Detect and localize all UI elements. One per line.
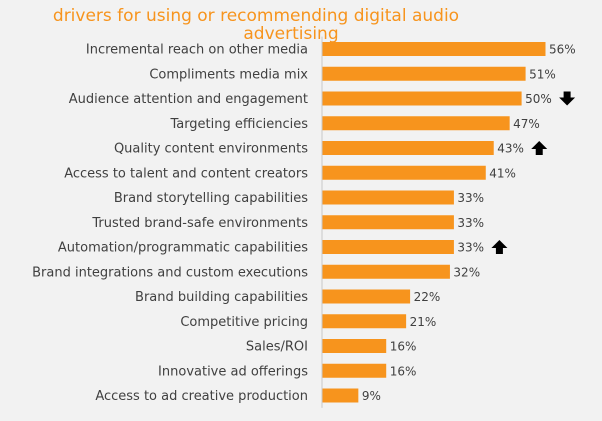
data-label: 32%	[453, 265, 480, 279]
bar	[322, 141, 494, 155]
arrow-up-icon	[491, 240, 508, 254]
data-label: 51%	[529, 67, 556, 81]
bar	[322, 190, 454, 205]
category-label: Brand building capabilities	[135, 290, 308, 305]
data-label: 41%	[489, 166, 516, 180]
data-label: 22%	[414, 290, 441, 304]
category-label: Incremental reach on other media	[86, 43, 308, 58]
bar	[322, 240, 454, 254]
category-label: Competitive pricing	[180, 315, 308, 330]
bar	[322, 116, 510, 131]
data-label: 16%	[390, 340, 417, 354]
bar	[322, 165, 486, 180]
category-label: Brand storytelling capabilities	[114, 191, 308, 206]
bar	[322, 314, 407, 329]
bar	[322, 289, 411, 304]
bar	[322, 363, 387, 378]
category-label: Sales/ROI	[246, 340, 308, 355]
bar	[322, 339, 387, 353]
category-label: Access to ad creative production	[95, 389, 308, 404]
data-label: 16%	[390, 364, 417, 378]
bar	[322, 66, 526, 81]
bar	[322, 264, 450, 279]
category-label: Trusted brand-safe environments	[91, 216, 308, 231]
chart-title-line-1: drivers for using or recommending digita…	[52, 6, 460, 26]
bar	[322, 91, 522, 106]
bar	[322, 42, 546, 56]
category-label: Audience attention and engagement	[69, 92, 308, 107]
data-label: 33%	[457, 191, 484, 205]
category-label: Quality content environments	[114, 142, 308, 157]
bar	[322, 388, 359, 403]
data-label: 47%	[513, 117, 540, 131]
category-label: Targeting efficiencies	[169, 117, 308, 132]
category-label: Brand integrations and custom executions	[32, 265, 308, 280]
category-label: Innovative ad offerings	[158, 364, 308, 379]
data-label: 56%	[549, 43, 576, 57]
category-label: Compliments media mix	[149, 67, 308, 82]
category-label: Access to talent and content creators	[64, 166, 308, 181]
data-label: 9%	[362, 389, 381, 403]
data-label: 50%	[525, 92, 552, 106]
data-label: 33%	[457, 241, 484, 255]
data-label: 33%	[457, 216, 484, 230]
bar	[322, 215, 454, 230]
category-label: Automation/programmatic capabilities	[58, 241, 308, 256]
arrow-down-icon	[559, 91, 576, 106]
data-label: 43%	[497, 142, 524, 156]
chart-title-line-2: advertising	[243, 24, 339, 44]
data-label: 21%	[410, 315, 437, 329]
arrow-up-icon	[531, 141, 548, 155]
chart-title: drivers for using or recommending digita…	[0, 5, 602, 45]
